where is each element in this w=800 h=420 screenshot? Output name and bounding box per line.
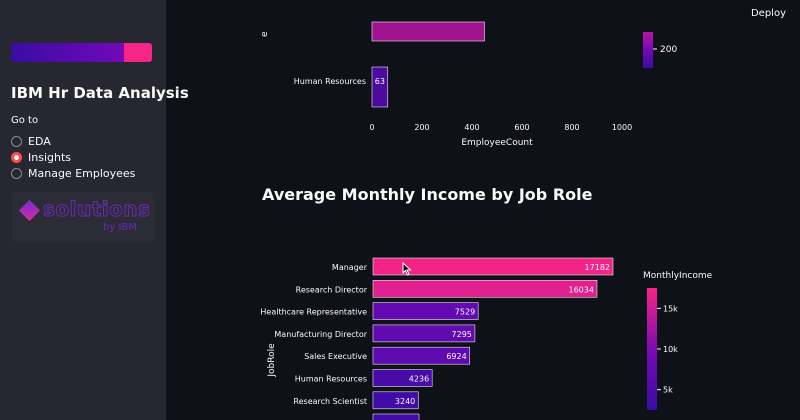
logo-text: solutions <box>43 197 151 222</box>
colorbar <box>647 288 657 410</box>
x-tick-label: 800 <box>564 123 579 132</box>
colorbar-title: MonthlyIncome <box>643 271 713 281</box>
radio-option-eda[interactable]: EDA <box>11 134 51 148</box>
bar-value-label: 16034 <box>569 285 594 294</box>
category-label: Research Scientist <box>293 397 367 406</box>
radio-option-manage-employees[interactable]: Manage Employees <box>11 166 135 180</box>
category-label: Human Resources <box>294 77 366 86</box>
chart-title: Average Monthly Income by Job Role <box>262 185 593 204</box>
category-label: Healthcare Representative <box>260 308 367 317</box>
brand-bar-segment <box>124 43 152 62</box>
bar <box>372 391 419 410</box>
x-axis-title: EmployeeCount <box>461 138 533 148</box>
main-content: 200 e 63 Human Resources 0 200 400 600 800 1000… <box>166 0 800 420</box>
bar-value-label: 4236 <box>409 375 429 384</box>
brand-bar-segment <box>11 43 124 62</box>
bar-value-label: 7529 <box>455 308 475 317</box>
colorbar-tick-label: 10k <box>663 345 678 354</box>
radio-option-insights[interactable]: Insights <box>11 150 71 164</box>
category-label: Research Director <box>296 285 368 294</box>
x-tick-label: 400 <box>464 123 479 132</box>
bar-partial <box>371 21 485 42</box>
bar-partial <box>372 413 420 420</box>
deploy-button[interactable]: Deploy <box>750 8 786 19</box>
category-label: Manufacturing Director <box>274 330 367 339</box>
logo-subtext: by IBM <box>103 222 137 233</box>
radio-circle-icon <box>11 135 22 147</box>
x-tick-label: 600 <box>514 123 529 132</box>
bar <box>372 369 433 387</box>
colorbar-tick-label: 15k <box>663 304 678 313</box>
bar <box>372 346 471 365</box>
mouse-cursor-icon <box>402 262 412 276</box>
radio-label: EDA <box>28 134 51 148</box>
bar <box>372 257 614 276</box>
goto-label: Go to <box>11 115 39 126</box>
bar-value-label: 3240 <box>395 397 415 406</box>
radio-label: Insights <box>28 150 72 164</box>
solutions-logo: solutions by IBM <box>12 192 154 242</box>
bar-value-label: 7295 <box>452 330 472 339</box>
diamond-logo-icon <box>18 199 41 222</box>
x-tick-label: 0 <box>369 123 374 132</box>
colorbar-tick-label: 5k <box>663 386 673 395</box>
sidebar: IBM Hr Data Analysis Go to EDA Insights … <box>0 0 189 420</box>
category-label: Human Resources <box>295 375 367 384</box>
axis-title-fragment: e <box>260 31 270 37</box>
radio-label: Manage Employees <box>28 166 136 180</box>
bar <box>372 324 476 343</box>
bar <box>371 66 389 108</box>
colorbar <box>643 32 653 68</box>
bar <box>372 279 598 298</box>
employee-count-chart: 200 e 63 Human Resources 0 200 400 600 800 1000… <box>260 21 677 148</box>
bar <box>372 302 479 320</box>
bar-value-label: 63 <box>375 77 385 86</box>
radio-circle-icon <box>11 167 22 179</box>
colorbar-tick-label: 200 <box>660 45 677 55</box>
sidebar-title: IBM Hr Data Analysis <box>11 84 189 102</box>
monthly-income-chart: JobRole MonthlyIncome 17182 Manager 16034 R… <box>260 257 713 420</box>
y-axis-title: JobRole <box>267 343 277 378</box>
radio-circle-selected-icon <box>11 151 22 163</box>
sidebar-brand-bar <box>11 43 152 62</box>
x-tick-label: 200 <box>414 123 429 132</box>
category-label: Manager <box>332 263 368 272</box>
x-tick-label: 1000 <box>612 123 632 132</box>
category-label: Sales Executive <box>304 352 367 361</box>
bar-value-label: 6924 <box>446 352 466 361</box>
bar-value-label: 17182 <box>585 263 610 272</box>
